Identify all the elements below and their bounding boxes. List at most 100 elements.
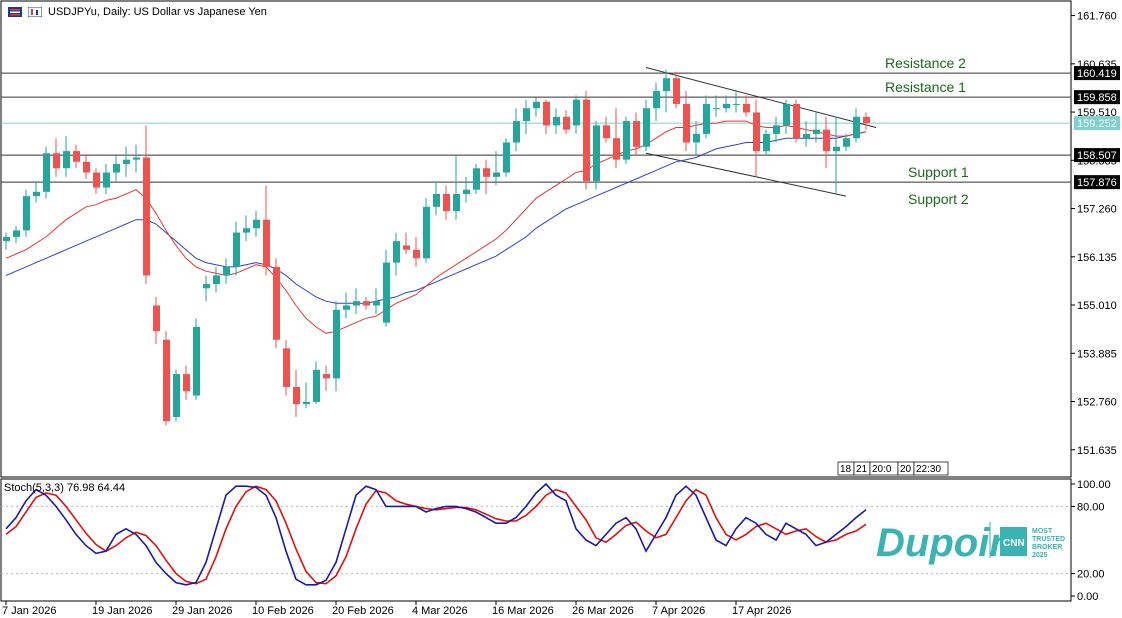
candle-body xyxy=(553,116,560,126)
stoch-tick-label: 100.00 xyxy=(1077,479,1111,491)
candle-body xyxy=(393,241,400,263)
current-price-box xyxy=(1074,116,1120,131)
candle-body xyxy=(383,262,390,323)
candle xyxy=(163,331,170,426)
candle-body xyxy=(813,129,820,134)
candle-body xyxy=(103,172,110,188)
stoch-panel-border xyxy=(0,478,1072,602)
crosshair-tag: 21 xyxy=(856,464,868,475)
candle-body xyxy=(673,78,680,104)
candle-body xyxy=(333,309,340,379)
candle-body xyxy=(423,206,430,259)
candle-body xyxy=(73,151,80,162)
candle-body xyxy=(613,138,620,160)
candle-body xyxy=(443,193,450,212)
candle-body xyxy=(113,163,120,173)
moving-averages xyxy=(5,120,867,334)
candle xyxy=(743,95,750,117)
chart-frame xyxy=(0,0,1072,602)
price-tick-label: 156.135 xyxy=(1077,252,1117,264)
resistance-2-price-box xyxy=(1074,66,1120,81)
candle-body xyxy=(593,125,600,182)
price-labels: 160.419 159.858 159.252 158.507 157.876 xyxy=(1074,66,1120,190)
candle-body xyxy=(153,305,160,332)
candle xyxy=(43,146,50,199)
resistance-1-price-box xyxy=(1074,90,1120,105)
candle xyxy=(593,121,600,190)
candle-body xyxy=(363,301,370,306)
candle xyxy=(493,151,500,186)
candle-body xyxy=(493,172,500,177)
candle-body xyxy=(733,103,740,105)
support-2-line-label: Support 2 xyxy=(908,191,969,207)
candle xyxy=(403,232,410,255)
candle-body xyxy=(643,108,650,147)
candle-body xyxy=(453,193,460,212)
brand-tagline-line: MOST xyxy=(1032,528,1053,535)
candle-body xyxy=(683,103,690,143)
candle-body xyxy=(243,228,250,233)
candle xyxy=(753,99,760,177)
brand-tagline-line: TRUSTED xyxy=(1032,536,1065,543)
time-tick-label: 16 Mar 2026 xyxy=(492,605,554,617)
candle xyxy=(363,296,370,310)
chart-type-icon[interactable] xyxy=(28,7,42,17)
candle xyxy=(773,116,780,143)
candle xyxy=(323,365,330,392)
time-tick-label: 20 Feb 2026 xyxy=(332,605,394,617)
candle-body xyxy=(293,386,300,405)
candle xyxy=(303,382,310,409)
price-tick-label: 151.635 xyxy=(1077,445,1117,457)
candle xyxy=(663,69,670,113)
chart-title: USDJPYu, Daily: US Dollar vs Japanese Ye… xyxy=(48,6,267,18)
candle-body xyxy=(523,108,530,122)
candle xyxy=(353,288,360,315)
candle-body xyxy=(323,374,330,379)
candle xyxy=(23,189,30,237)
candle-body xyxy=(543,101,550,126)
candle xyxy=(273,258,280,349)
candle xyxy=(103,163,110,194)
candle-body xyxy=(703,103,710,134)
main-panel-border xyxy=(0,0,1072,478)
candle xyxy=(833,116,840,194)
candle xyxy=(783,99,790,134)
candle-body xyxy=(203,284,210,289)
candle-body xyxy=(463,189,470,194)
candle xyxy=(313,361,320,405)
candle xyxy=(853,108,860,143)
level-labels: Resistance 2 Resistance 1 Support 1 Support… xyxy=(885,55,969,207)
channel-upper-line xyxy=(645,66,877,128)
candle xyxy=(623,116,630,164)
candle xyxy=(193,318,200,400)
resistance-2-line-label: Resistance 2 xyxy=(885,55,966,71)
candle-body xyxy=(143,157,150,276)
candle xyxy=(13,226,20,244)
candle xyxy=(633,112,640,156)
candle xyxy=(843,133,850,152)
menu-icon[interactable] xyxy=(8,7,22,17)
candle-body xyxy=(283,348,290,387)
candle xyxy=(583,91,590,190)
candle xyxy=(473,163,480,194)
crosshair-tags: 18 21 20:0 20 22:30 xyxy=(837,461,949,476)
crosshair-tag: 22:30 xyxy=(916,464,941,475)
candle-body xyxy=(853,116,860,139)
candle xyxy=(93,168,100,194)
candle-body xyxy=(763,133,770,152)
brand-tagline-line: BROKER xyxy=(1032,544,1062,551)
candle xyxy=(553,108,560,134)
candle xyxy=(603,116,610,143)
price-tick-label: 153.885 xyxy=(1077,348,1117,360)
candle-body xyxy=(483,168,490,177)
candle xyxy=(143,125,150,285)
candle xyxy=(173,369,180,422)
candles xyxy=(3,69,870,426)
candle-body xyxy=(173,374,180,417)
current-price: 159.252 xyxy=(1077,118,1117,130)
candle xyxy=(453,155,460,220)
candle-body xyxy=(803,133,810,139)
stoch-tick-label: 20.00 xyxy=(1077,569,1105,581)
